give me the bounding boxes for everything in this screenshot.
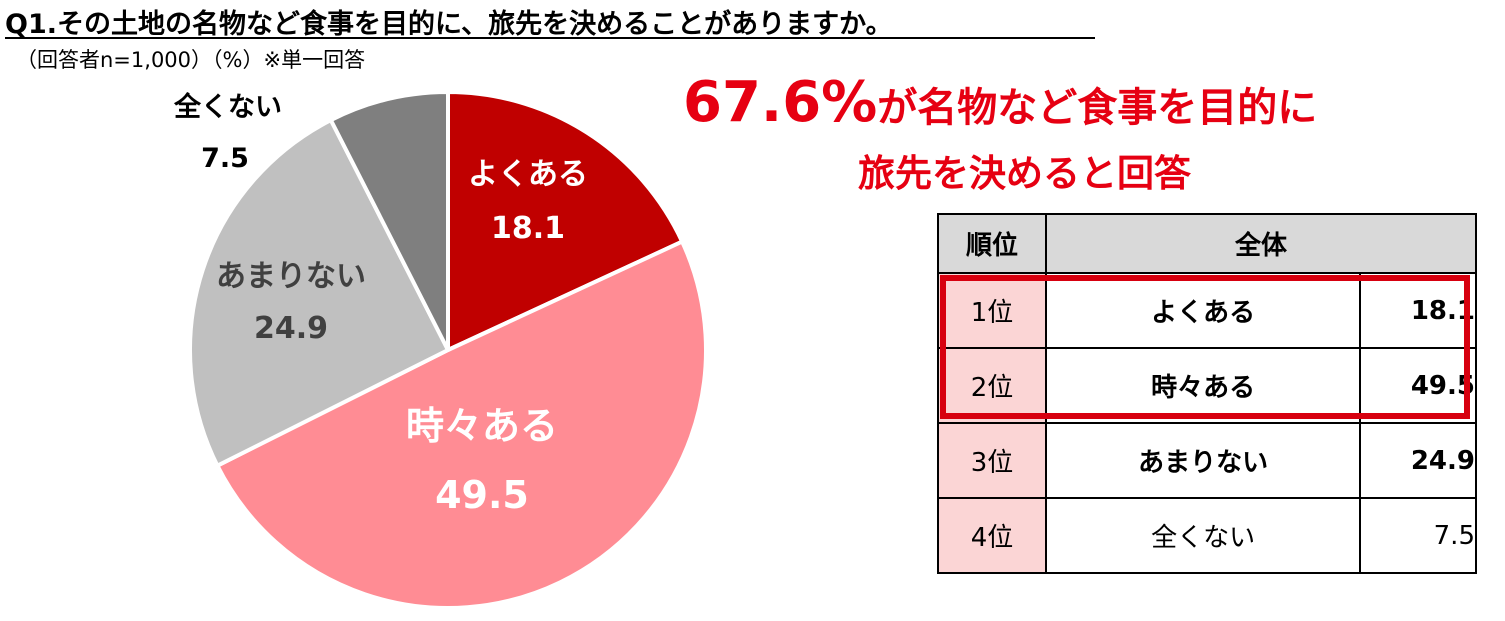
table-row: 4位 全くない 7.5 [937,497,1477,574]
table-body: 1位 よくある 18.1 2位 時々ある 49.5 3位 あまりない 24.9 4位 全くない 7.5 [937,272,1477,574]
rank-cell: 4位 [937,497,1047,574]
answer-value-cell: 24.9 [1359,422,1477,499]
answer-label-cell: あまりない [1044,422,1362,499]
header-rank: 順位 [937,213,1047,274]
answer-label-cell: よくある [1044,272,1362,349]
headline-percentage: 67.6% [683,70,878,135]
pie-slice-2 [214,238,708,610]
header-all: 全体 [1045,213,1477,274]
answer-value-cell: 18.1 [1359,272,1477,349]
headline-line-2: 旅先を決めると回答 [858,152,1191,195]
pie-slice-label-1: よくある [468,157,588,192]
answer-value-cell: 7.5 [1359,497,1477,574]
pie-chart [188,89,708,610]
title-underline [5,37,1095,39]
pie-slice-3 [188,117,451,469]
ranking-table: 順位 全体 1位 よくある 18.1 2位 時々ある 49.5 3位 あまりない 24.9 4位全… [937,213,1477,574]
answer-value-cell: 49.5 [1359,347,1477,424]
chart-subtitle: （回答者n=1,000）（%）※単一回答 [16,48,366,72]
pie-slice-value-1: 18.1 [490,211,566,246]
rank-cell: 1位 [937,272,1047,349]
answer-label-cell: 時々ある [1044,347,1362,424]
rank-cell: 3位 [937,422,1047,499]
rank-cell: 2位 [937,347,1047,424]
table-header-row: 順位 全体 [937,213,1477,274]
table-row: 2位 時々ある 49.5 [937,347,1477,424]
headline-text: が名物など食事を目的に [877,85,1318,131]
pie-slice-value-2: 49.5 [435,473,529,517]
pie-slice-value-3: 24.9 [253,311,329,346]
pie-slice-4 [328,89,450,351]
page-title: Q1.その土地の名物など食事を目的に、旅先を決めることがありますか。 [5,9,893,40]
table-row: 1位 よくある 18.1 [937,272,1477,349]
answer-label-cell: 全くない [1044,497,1362,574]
table-row: 3位 あまりない 24.9 [937,422,1477,499]
pie-slice-value-4: 7.5 [201,142,249,174]
pie-slice-label-3: あまりない [216,259,366,294]
headline-line-1: 67.6%が名物など食事を目的に [683,70,1317,135]
pie-slice-label-2: 時々ある [405,404,559,448]
pie-slice-1 [446,89,685,354]
pie-slice-label-4: 全くない [174,91,282,123]
